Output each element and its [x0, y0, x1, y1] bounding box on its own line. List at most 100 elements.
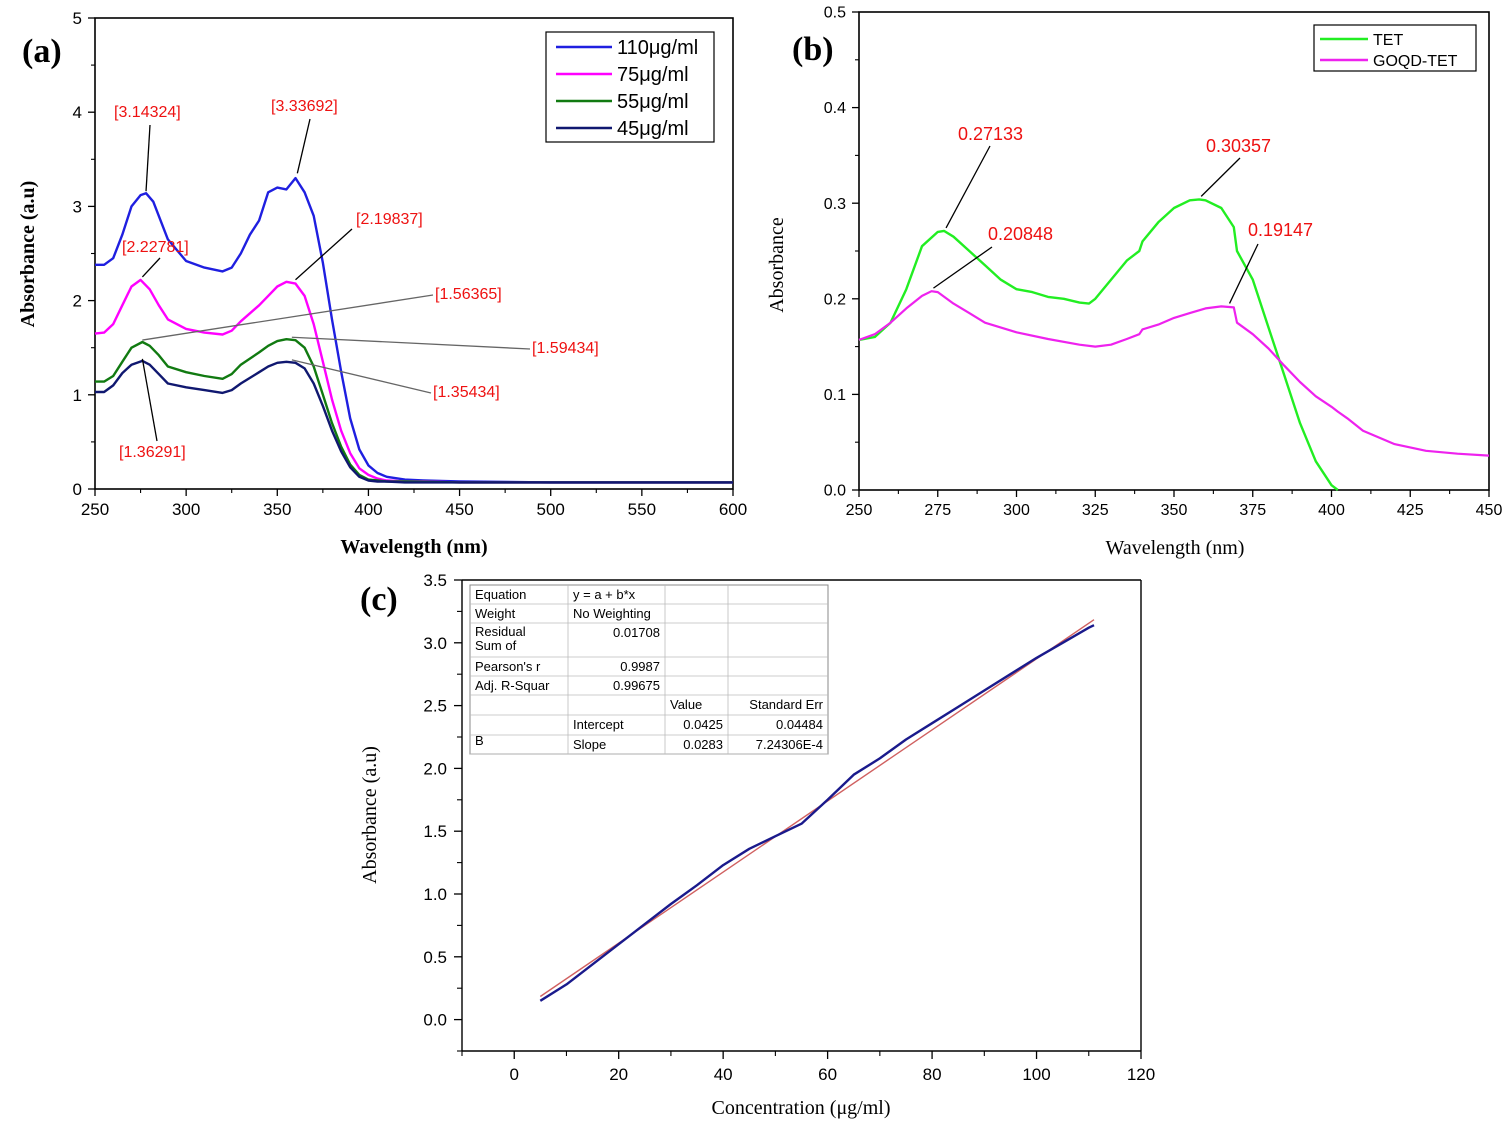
- annotation-leader-line: [296, 118, 311, 174]
- panel-a-legend: 110μg/ml 75μg/ml 55μg/ml 45μg/ml: [545, 31, 715, 143]
- y-tick-label: 3.5: [423, 571, 447, 590]
- fit-table-cell: Slope: [573, 737, 606, 752]
- x-tick-label: 350: [263, 500, 291, 519]
- panel-a-xlabel: Wavelength (nm): [340, 536, 487, 558]
- y-tick-label: 2.5: [423, 697, 447, 716]
- legend-label: TET: [1373, 32, 1403, 49]
- x-tick-label: 375: [1239, 502, 1266, 519]
- legend-label: GOQD-TET: [1373, 53, 1458, 70]
- annotation-leader-line: [291, 359, 432, 394]
- annotation-leader-line: [141, 257, 161, 278]
- annotation-label: [3.33692]: [271, 98, 338, 115]
- fit-table-cell: Weight: [475, 606, 516, 621]
- x-tick-label: 600: [719, 500, 747, 519]
- x-tick-label: 100: [1022, 1065, 1050, 1084]
- annotation-leader-line: [933, 246, 993, 289]
- panel-a-series-lines: [94, 176, 733, 484]
- annotation-leader-line: [145, 124, 151, 192]
- x-tick-label: 325: [1082, 502, 1109, 519]
- panel-c-calibration-curve: 0 20 40 60 80 100 1200.00.51.01.52.02.53.03.5 …: [359, 571, 1155, 1119]
- fit-table-cell: B: [475, 733, 484, 748]
- y-tick-label: 2.0: [423, 759, 447, 778]
- annotation-leader-line: [295, 228, 353, 281]
- panel-b-label: (b): [792, 31, 834, 68]
- annotation-label: [1.56365]: [435, 286, 502, 303]
- panel-b-ylabel: Absorbance: [766, 217, 788, 313]
- x-tick-label: 80: [923, 1065, 942, 1084]
- x-tick-label: 275: [924, 502, 951, 519]
- annotation-leader-line: [291, 336, 531, 350]
- y-tick-label: 0.2: [824, 291, 846, 308]
- annotation-label: 0.27133: [958, 124, 1023, 144]
- panel-b-plot-frame: [858, 11, 1490, 491]
- x-tick-label: 450: [1476, 502, 1503, 519]
- panel-c-ylabel: Absorbance (a.u): [359, 746, 381, 884]
- panel-b-legend-box: [1313, 24, 1477, 72]
- y-tick-label: 4: [73, 103, 82, 122]
- y-tick-label: 3.0: [423, 634, 447, 653]
- series-line-55-g-ml: [95, 338, 733, 484]
- fit-table-cell: Adj. R-Squar: [475, 678, 550, 693]
- panel-a-label: (a): [22, 33, 62, 70]
- fit-table-cell: 7.24306E-4: [756, 737, 823, 752]
- annotation-label: [1.36291]: [119, 444, 186, 461]
- annotation-label: [2.22781]: [122, 239, 189, 256]
- annotation-leader-line: [141, 358, 158, 442]
- panel-b-ticks: 250 275 300 325 350 375 400 425 4500.00.10.20.30…: [824, 5, 1503, 519]
- x-tick-label: 400: [1318, 502, 1345, 519]
- x-tick-label: 250: [846, 502, 873, 519]
- panel-b-absorbance-spectra: 250 275 300 325 350 375 400 425 4500.00.10.20.30…: [766, 5, 1502, 559]
- x-tick-label: 20: [609, 1065, 628, 1084]
- series-line-data: [539, 624, 1095, 1002]
- panel-a-ylabel: Absorbance (a.u): [17, 181, 39, 328]
- annotation-leader-line: [945, 145, 991, 229]
- x-tick-label: 450: [445, 500, 473, 519]
- x-tick-label: 300: [172, 500, 200, 519]
- fit-table-cell: 0.0283: [683, 737, 723, 752]
- panel-c-label: (c): [360, 581, 398, 618]
- panel-a-legend-box: [545, 31, 715, 143]
- fit-table-cell: 0.0425: [683, 717, 723, 732]
- fit-table-cell: 0.04484: [776, 717, 823, 732]
- x-tick-label: 500: [537, 500, 565, 519]
- legend-label: 110μg/ml: [617, 37, 698, 59]
- panel-c-ticks: 0 20 40 60 80 100 120 0.0 0.5 1.0 1.5 2.0 2.5 3.0 3.5: [423, 571, 1155, 1084]
- panel-b-series-lines: [858, 198, 1490, 491]
- y-tick-label: 0.4: [824, 100, 846, 117]
- x-tick-label: 550: [628, 500, 656, 519]
- legend-label: 75μg/ml: [617, 64, 689, 86]
- panel-a-absorbance-spectra: 250 300 350 400 450 500 550 600 0 1 2 3 4 5 [3.14324]…: [17, 9, 747, 558]
- annotation-label: 0.19147: [1248, 220, 1313, 240]
- fit-table-cell: 0.9987: [620, 659, 660, 674]
- y-tick-label: 0.0: [423, 1011, 447, 1030]
- fit-table-cell: Standard Err: [749, 697, 823, 712]
- series-line-tet: [858, 198, 1339, 491]
- panel-b-legend: TET GOQD-TET: [1313, 24, 1477, 72]
- panel-c-xlabel: Concentration (μg/ml): [711, 1097, 890, 1119]
- fit-table-cell: 0.99675: [613, 678, 660, 693]
- series-line-75-g-ml: [94, 278, 733, 484]
- panel-b-xlabel: Wavelength (nm): [1106, 537, 1245, 559]
- annotation-label: [3.14324]: [114, 104, 181, 121]
- x-tick-label: 250: [81, 500, 109, 519]
- legend-label: 45μg/ml: [617, 118, 689, 140]
- fit-table-cell: No Weighting: [573, 606, 651, 621]
- annotation-label: 0.30357: [1206, 136, 1271, 156]
- series-line-45-g-ml: [95, 359, 733, 484]
- x-tick-label: 60: [818, 1065, 837, 1084]
- panel-b-peak-annotations: 0.27133 0.20848 0.30357 0.19147: [933, 124, 1313, 304]
- y-tick-label: 1.5: [423, 822, 447, 841]
- fit-table-border: [469, 584, 829, 755]
- fit-table-cell: Intercept: [573, 717, 624, 732]
- x-tick-label: 350: [1161, 502, 1188, 519]
- x-tick-label: 425: [1397, 502, 1424, 519]
- x-tick-label: 120: [1127, 1065, 1155, 1084]
- panel-a-legend-entries: 110μg/ml 75μg/ml 55μg/ml 45μg/ml: [556, 37, 698, 140]
- y-tick-label: 3: [73, 197, 82, 216]
- panel-a-peak-annotations: [3.14324] [3.33692] [2.22781] [2.19837] [1.5…: [114, 98, 599, 461]
- y-tick-label: 0.5: [423, 948, 447, 967]
- fit-table-cell: 0.01708: [613, 625, 660, 640]
- series-line-110-g-ml: [95, 176, 733, 484]
- y-tick-label: 1.0: [423, 885, 447, 904]
